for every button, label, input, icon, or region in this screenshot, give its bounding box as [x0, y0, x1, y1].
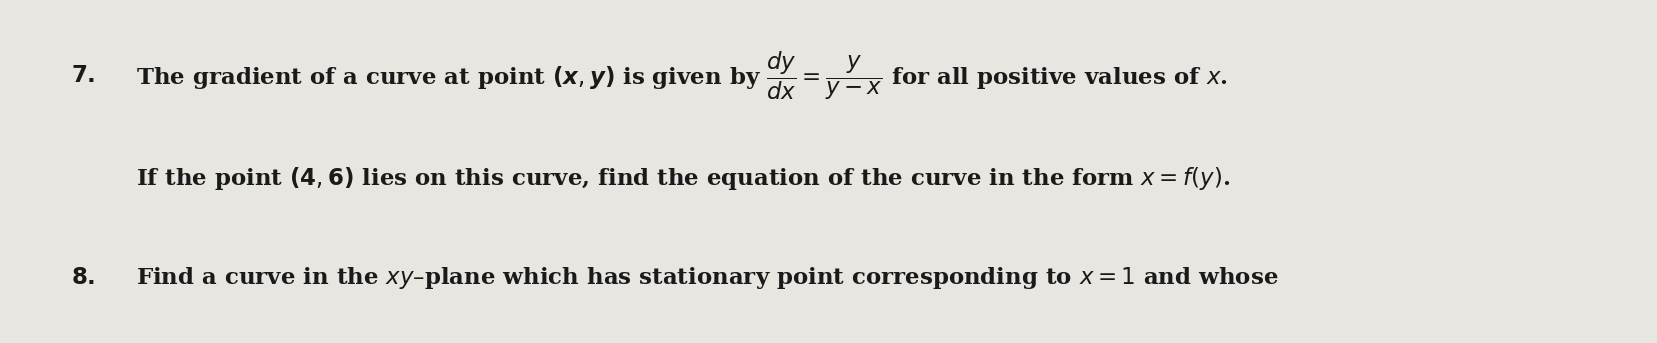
- Text: The gradient of a curve at point $\boldsymbol{(x, y)}$ is given by $\dfrac{dy}{d: The gradient of a curve at point $\bolds…: [136, 49, 1228, 102]
- Text: If the point $\boldsymbol{(4,6)}$ lies on this curve, find the equation of the c: If the point $\boldsymbol{(4,6)}$ lies o…: [136, 165, 1229, 192]
- Text: Find a curve in the $xy$–plane which has stationary point corresponding to $x=1$: Find a curve in the $xy$–plane which has…: [136, 265, 1278, 291]
- Text: $\mathbf{7.}$: $\mathbf{7.}$: [71, 64, 96, 87]
- Text: $\mathbf{8.}$: $\mathbf{8.}$: [71, 266, 96, 289]
